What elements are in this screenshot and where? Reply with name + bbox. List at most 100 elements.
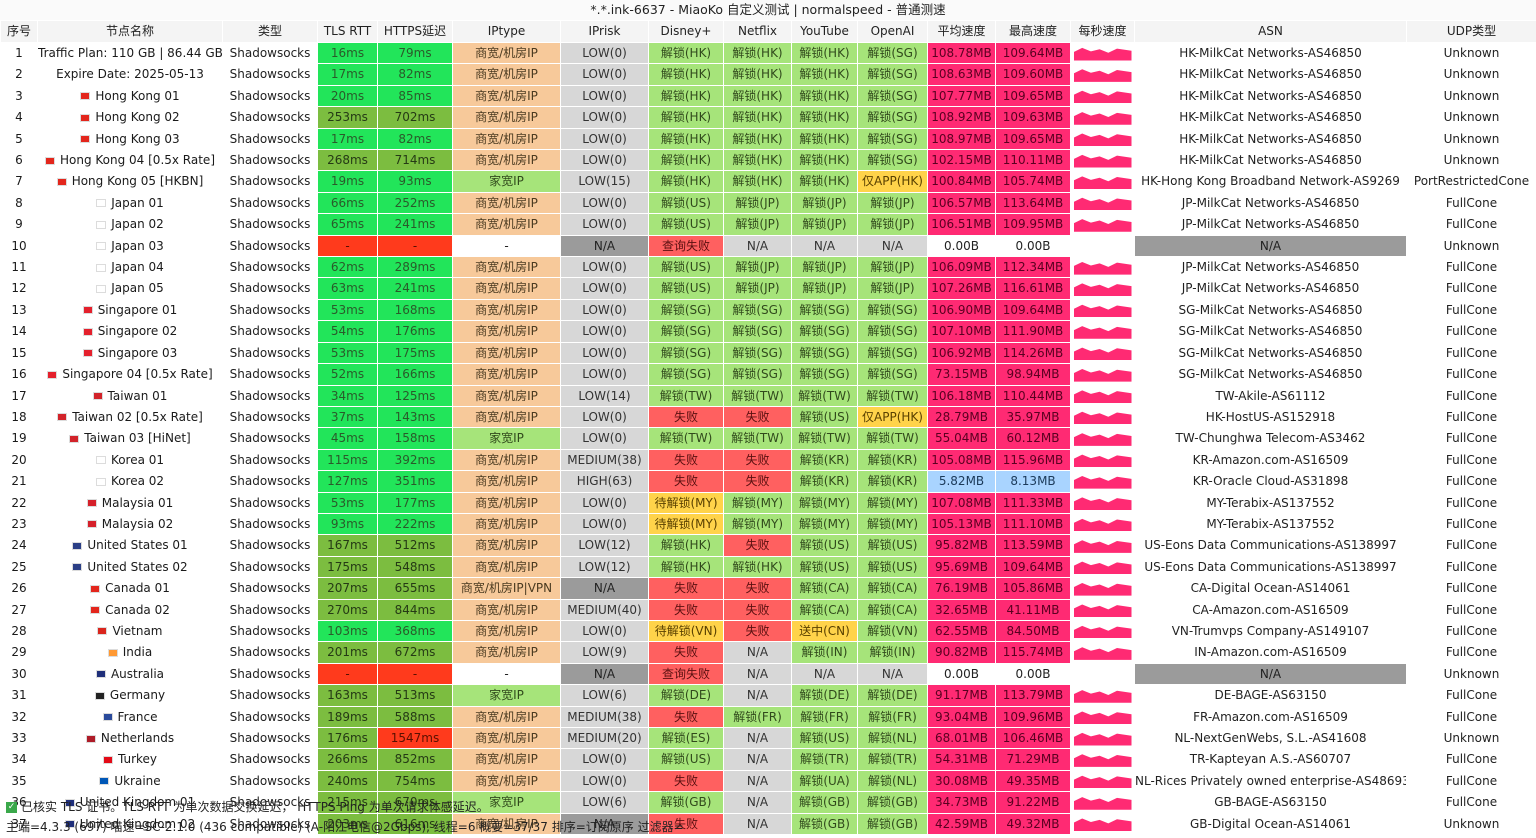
asn-cell: US-Eons Data Communications-AS138997 [1134, 534, 1407, 557]
table-row[interactable]: 3 Hong Kong 01 Shadowsocks 20ms 85ms 商宽/机房IP L… [0, 84, 1536, 108]
table-row[interactable]: 33 Netherlands Shadowsocks 176ms 1547ms 商宽/机房… [0, 726, 1536, 750]
max-speed-cell: 109.96MB [995, 705, 1071, 729]
column-header[interactable]: 类型 [222, 20, 318, 43]
netflix-cell-text: 失败 [745, 409, 770, 424]
table-row[interactable]: 14 Singapore 02 Shadowsocks 54ms 176ms 商宽/机房I… [0, 320, 1536, 343]
table-row[interactable]: 10 Japan 03 Shadowsocks - - - N/A 查询失败 N/A N/A N/A… [0, 234, 1536, 258]
iprisk-cell: N/A [560, 234, 649, 258]
table-row[interactable]: 27 Canada 02 Shadowsocks 270ms 844ms 商宽/机房IP M… [0, 598, 1536, 621]
table-row[interactable]: 26 Canada 01 Shadowsocks 207ms 655ms 商宽/机房IP|… [0, 577, 1536, 600]
node-name-cell: Expire Date: 2025-05-13 [37, 63, 223, 86]
type-cell-text: Shadowsocks [229, 731, 311, 745]
table-row[interactable]: 37 United Kingdom 02 Shadowsocks 203ms 616ms… [0, 812, 1536, 836]
table-row[interactable]: 13 Singapore 01 Shadowsocks 53ms 168ms 商宽/机房I… [0, 298, 1536, 322]
column-header[interactable]: HTTPS延迟 [377, 20, 453, 43]
column-header[interactable]: OpenAI [857, 20, 928, 43]
table-row[interactable]: 7 Hong Kong 05 [HKBN] Shadowsocks 19ms 93ms 家… [0, 170, 1536, 193]
https-latency-cell-text: 702ms [394, 110, 436, 125]
avg-speed-cell: 108.78MB [927, 41, 996, 65]
table-row[interactable]: 17 Taiwan 01 Shadowsocks 34ms 125ms 商宽/机房IP LO… [0, 384, 1536, 407]
table-row[interactable]: 20 Korea 01 Shadowsocks 115ms 392ms 商宽/机房IP ME… [0, 448, 1536, 472]
udp-type-cell-text: Unknown [1443, 731, 1500, 745]
type-cell-text: Shadowsocks [229, 67, 311, 82]
netflix-cell: 解锁(HK) [723, 555, 792, 579]
table-row[interactable]: 6 Hong Kong 04 [0.5x Rate] Shadowsocks 268m… [0, 149, 1536, 172]
speed-sparkline [1073, 497, 1132, 511]
table-row[interactable]: 35 Ukraine Shadowsocks 240ms 754ms 商宽/机房IP LOW… [0, 769, 1536, 793]
netflix-cell-text: 解锁(HK) [732, 559, 783, 574]
table-row[interactable]: 5 Hong Kong 03 Shadowsocks 17ms 82ms 商宽/机房IP L… [0, 127, 1536, 151]
table-row[interactable]: 18 Taiwan 02 [0.5x Rate] Shadowsocks 37ms 14… [0, 405, 1536, 429]
openai-cell: 解锁(SG) [857, 320, 928, 343]
tls-rtt-cell-text: 167ms [327, 538, 368, 553]
column-header[interactable]: 每秒速度 [1070, 20, 1135, 43]
table-row[interactable]: 22 Malaysia 01 Shadowsocks 53ms 177ms 商宽/机房IP… [0, 491, 1536, 514]
table-row[interactable]: 19 Taiwan 03 [HiNet] Shadowsocks 45ms 158ms 家… [0, 427, 1536, 450]
asn-cell: KR-Oracle Cloud-AS31898 [1134, 470, 1407, 493]
per-second-speed-cell [1070, 662, 1135, 686]
column-header[interactable]: Netflix [723, 20, 792, 43]
table-row[interactable]: 32 France Shadowsocks 189ms 588ms 商宽/机房IP MEDI… [0, 705, 1536, 729]
asn-cell-text: TW-Akile-AS61112 [1215, 388, 1326, 403]
table-row[interactable]: 15 Singapore 03 Shadowsocks 53ms 175ms 商宽/机房I… [0, 341, 1536, 365]
disney-cell: 解锁(HK) [648, 84, 724, 108]
column-header[interactable]: UDP类型 [1406, 20, 1536, 43]
table-row[interactable]: 36 United Kingdom 01 Shadowsocks 215ms 670ms… [0, 791, 1536, 814]
openai-cell-text: 解锁(JP) [870, 195, 915, 210]
table-row[interactable]: 28 Vietnam Shadowsocks 103ms 368ms 商宽/机房IP LOW… [0, 619, 1536, 643]
max-speed-cell: 111.90MB [995, 320, 1071, 343]
table-row[interactable]: 8 Japan 01 Shadowsocks 66ms 252ms 商宽/机房IP LOW(… [0, 191, 1536, 215]
per-second-speed-cell [1070, 619, 1135, 643]
table-row[interactable]: 9 Japan 02 Shadowsocks 65ms 241ms 商宽/机房IP LOW(… [0, 213, 1536, 236]
table-row[interactable]: 16 Singapore 04 [0.5x Rate] Shadowsocks 52m… [0, 363, 1536, 386]
per-second-speed-cell [1070, 41, 1135, 65]
iptype-cell: 商宽/机房IP [452, 641, 561, 664]
column-header[interactable]: 最高速度 [995, 20, 1071, 43]
table-row[interactable]: 11 Japan 04 Shadowsocks 62ms 289ms 商宽/机房IP LOW… [0, 256, 1536, 279]
openai-cell-text: 解锁(SG) [867, 345, 918, 360]
country-flag-icon [102, 713, 113, 722]
column-header[interactable]: ASN [1134, 20, 1407, 43]
country-flag-icon [44, 156, 55, 165]
openai-cell: N/A [857, 662, 928, 686]
udp-type-cell: FullCone [1406, 298, 1536, 322]
table-row[interactable]: 12 Japan 05 Shadowsocks 63ms 241ms 商宽/机房IP LOW… [0, 277, 1536, 300]
disney-cell: 解锁(HK) [648, 170, 724, 193]
table-row[interactable]: 29 India Shadowsocks 201ms 672ms 商宽/机房IP LOW(9… [0, 641, 1536, 664]
column-header[interactable]: TLS RTT [317, 20, 378, 43]
max-speed-cell: 105.86MB [995, 577, 1071, 600]
type-cell-text: Shadowsocks [229, 302, 311, 317]
per-second-speed-cell [1070, 256, 1135, 279]
iptype-cell: 商宽/机房IP [452, 363, 561, 386]
column-header[interactable]: IPtype [452, 20, 561, 43]
table-row[interactable]: 24 United States 01 Shadowsocks 167ms 512ms 商… [0, 534, 1536, 557]
iprisk-cell-text: LOW(0) [582, 302, 627, 317]
column-header[interactable]: 节点名称 [37, 20, 223, 43]
table-row[interactable]: 1 Traffic Plan: 110 GB | 86.44 GB Shadowso… [0, 41, 1536, 65]
youtube-cell-text: 解锁(SG) [799, 324, 850, 339]
avg-speed-cell: 95.69MB [927, 555, 996, 579]
udp-type-cell-text: FullCone [1445, 645, 1498, 660]
youtube-cell-text: 解锁(JP) [802, 195, 847, 210]
table-row[interactable]: 30 Australia Shadowsocks - - - N/A 查询失败 N/A N/A N/… [0, 662, 1536, 686]
table-row[interactable]: 25 United States 02 Shadowsocks 175ms 548ms 商… [0, 555, 1536, 579]
type-cell-text: Shadowsocks [229, 645, 311, 660]
table-row[interactable]: 31 Germany Shadowsocks 163ms 513ms 家宽IP LOW(6)… [0, 684, 1536, 707]
openai-cell-text: 解锁(GB) [867, 795, 918, 810]
column-header[interactable]: IPrisk [560, 20, 649, 43]
row-index-cell-text: 18 [11, 409, 27, 424]
https-latency-cell-text: 79ms [398, 46, 432, 60]
table-row[interactable]: 23 Malaysia 02 Shadowsocks 93ms 222ms 商宽/机房IP… [0, 512, 1536, 536]
disney-cell: 解锁(DE) [648, 684, 724, 707]
column-header[interactable]: Disney+ [648, 20, 724, 43]
column-header[interactable]: 平均速度 [927, 20, 996, 43]
table-row[interactable]: 34 Turkey Shadowsocks 266ms 852ms 商宽/机房IP LOW(… [0, 748, 1536, 771]
column-header[interactable]: 序号 [0, 20, 38, 43]
avg-speed-cell-text: 68.01MB [935, 731, 988, 745]
max-speed-cell-text: 109.64MB [1002, 302, 1064, 317]
table-row[interactable]: 2 Expire Date: 2025-05-13 Shadowsocks 17ms 8… [0, 63, 1536, 86]
tls-rtt-cell: 62ms [317, 256, 378, 279]
column-header[interactable]: YouTube [791, 20, 858, 43]
table-row[interactable]: 4 Hong Kong 02 Shadowsocks 253ms 702ms 商宽/机房I… [0, 106, 1536, 129]
table-row[interactable]: 21 Korea 02 Shadowsocks 127ms 351ms 商宽/机房IP HI… [0, 470, 1536, 493]
